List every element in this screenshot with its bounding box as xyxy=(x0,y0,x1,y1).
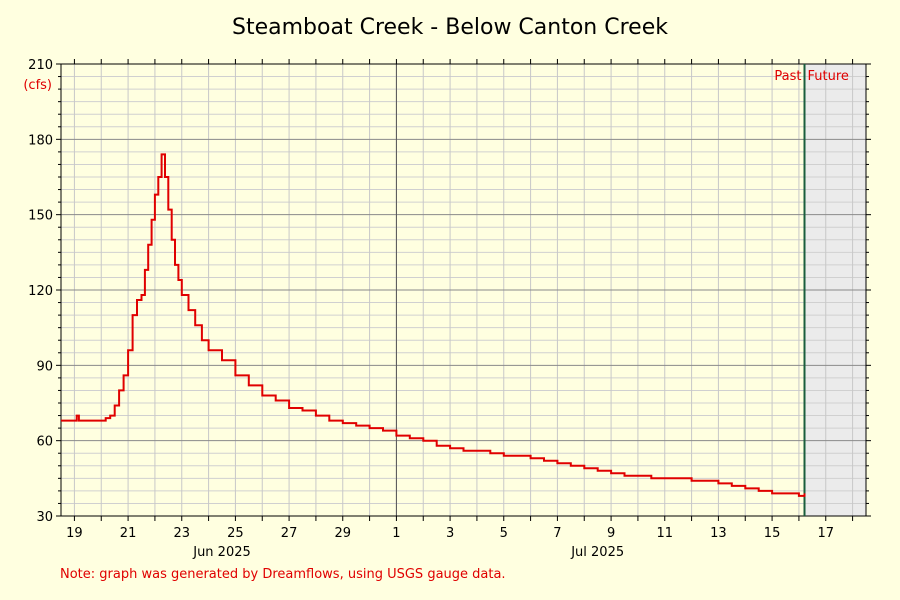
x-tick-label: 7 xyxy=(553,526,561,541)
x-tick-label: 5 xyxy=(500,526,508,541)
y-tick-label: 210 xyxy=(28,58,53,73)
x-tick-label: 9 xyxy=(607,526,615,541)
x-tick-label: 17 xyxy=(817,526,834,541)
chart-title: Steamboat Creek - Below Canton Creek xyxy=(232,15,668,40)
y-tick-label: 60 xyxy=(36,435,53,450)
x-tick-label: 1 xyxy=(392,526,400,541)
x-tick-label: 13 xyxy=(710,526,727,541)
future-label: Future xyxy=(808,69,849,84)
y-tick-label: 30 xyxy=(36,510,53,525)
x-tick-label: 11 xyxy=(656,526,673,541)
x-month-label: Jul 2025 xyxy=(570,545,624,560)
x-tick-label: 19 xyxy=(66,526,83,541)
flow-series-line xyxy=(61,153,806,497)
x-tick-label: 21 xyxy=(120,526,137,541)
footnote: Note: graph was generated by Dreamflows,… xyxy=(60,567,506,582)
y-axis-unit-label: (cfs) xyxy=(23,78,52,93)
x-tick-label: 15 xyxy=(764,526,781,541)
x-tick-label: 23 xyxy=(173,526,190,541)
y-tick-label: 150 xyxy=(28,209,53,224)
x-tick-label: 25 xyxy=(227,526,244,541)
y-tick-label: 90 xyxy=(36,359,53,374)
x-tick-label: 29 xyxy=(334,526,351,541)
x-tick-label: 27 xyxy=(281,526,298,541)
y-tick-label: 120 xyxy=(28,284,53,299)
past-label: Past xyxy=(774,69,801,84)
x-month-label: Jun 2025 xyxy=(192,545,251,560)
y-tick-label: 180 xyxy=(28,133,53,148)
x-tick-label: 3 xyxy=(446,526,454,541)
